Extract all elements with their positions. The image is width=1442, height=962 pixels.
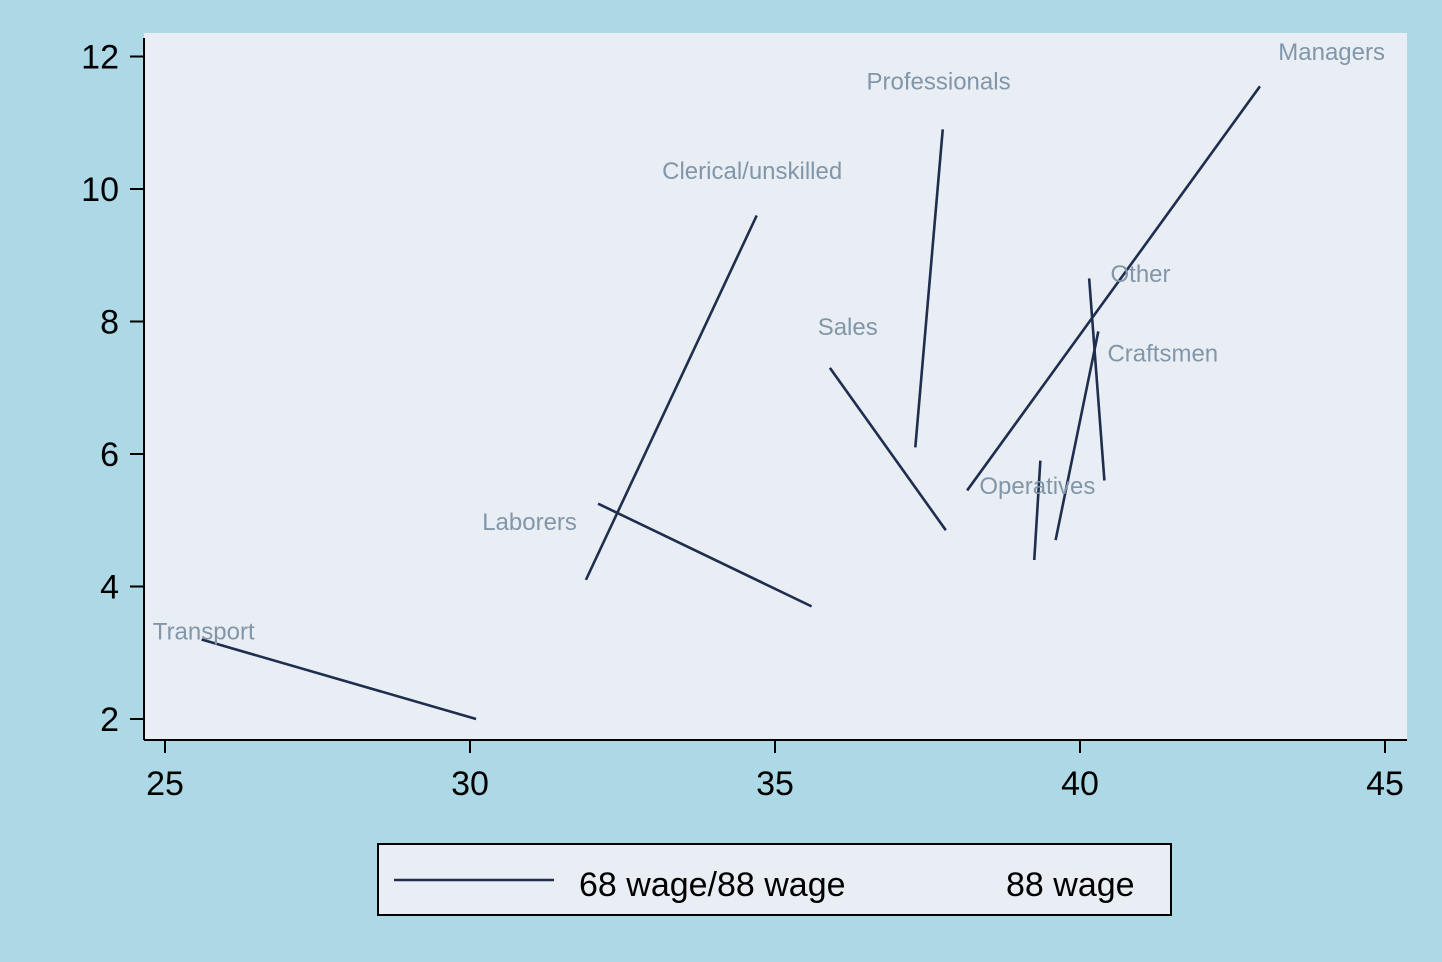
label-laborers: Laborers [482, 509, 577, 536]
label-transport: Transport [153, 619, 255, 646]
legend-label-ratio: 68 wage/88 wage [579, 866, 846, 904]
label-sales: Sales [818, 314, 878, 341]
y-tick-label: 8 [100, 304, 119, 342]
plot-area [144, 33, 1407, 740]
segment-labels: Managers Professionals Clerical/unskilled O… [153, 39, 1385, 646]
segments [201, 85, 1262, 721]
x-tick-label: 30 [451, 765, 489, 803]
label-professionals: Professionals [867, 69, 1011, 96]
x-tick-label: 25 [146, 765, 184, 803]
legend-label-wage: 88 wage [1006, 866, 1135, 904]
segment-clerical-unskilled [584, 214, 758, 581]
y-tick-label: 6 [100, 436, 119, 474]
x-tick-label: 35 [756, 765, 794, 803]
segment-laborers [597, 502, 813, 608]
label-other: Other [1111, 261, 1171, 288]
label-managers: Managers [1278, 39, 1385, 66]
y-tick-label: 10 [81, 171, 119, 209]
segment-operatives [1032, 460, 1042, 561]
y-tick-label: 4 [100, 569, 119, 607]
segment-sales [828, 367, 947, 531]
label-operatives: Operatives [979, 473, 1095, 500]
segment-professionals [914, 129, 945, 448]
legend: 68 wage/88 wage 88 wage [377, 843, 1172, 916]
segment-other [1087, 278, 1106, 481]
segment-transport [201, 638, 477, 721]
label-craftsmen: Craftsmen [1107, 340, 1218, 367]
x-tick-label: 45 [1366, 765, 1404, 803]
axes: 25 30 35 40 45 2 4 6 8 10 12 [81, 38, 1407, 803]
label-clerical-unskilled: Clerical/unskilled [662, 158, 842, 185]
segment-managers [966, 85, 1262, 492]
segment-craftsmen [1054, 331, 1100, 541]
y-tick-label: 2 [100, 701, 119, 739]
x-tick-label: 40 [1061, 765, 1099, 803]
y-tick-label: 12 [81, 39, 119, 77]
